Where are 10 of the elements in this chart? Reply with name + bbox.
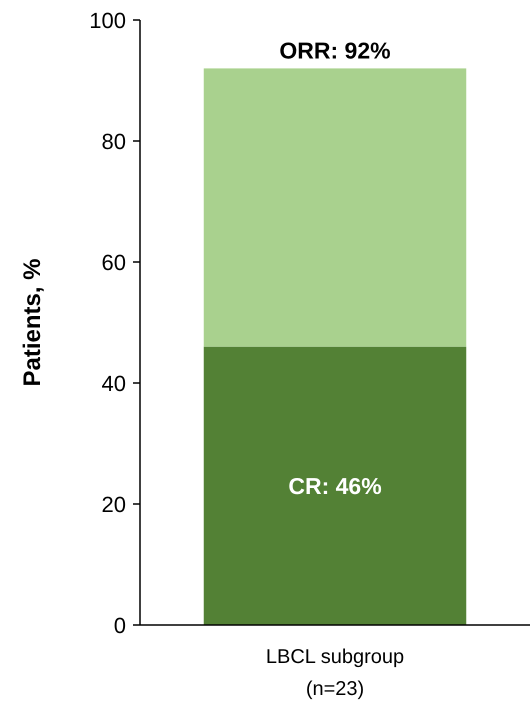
total-label: ORR: 92% — [279, 37, 391, 64]
y-tick-label: 0 — [114, 613, 126, 638]
y-tick-label: 80 — [102, 129, 126, 154]
y-tick-label: 100 — [89, 8, 126, 33]
y-axis-title: Patients, % — [19, 258, 46, 387]
data-label: CR: 46% — [288, 472, 382, 499]
x-tick-label: LBCL subgroup (n=23) — [266, 646, 404, 700]
y-tick-label: 40 — [102, 371, 126, 396]
y-tick-label: 20 — [102, 492, 126, 517]
y-tick-label: 60 — [102, 250, 126, 275]
